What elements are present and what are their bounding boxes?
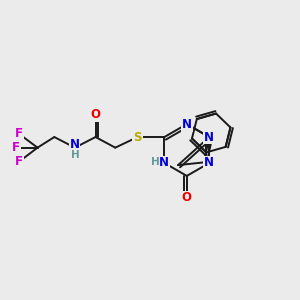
- Text: F: F: [12, 141, 20, 154]
- Text: N: N: [204, 130, 214, 143]
- Text: H: H: [70, 150, 79, 160]
- Text: N: N: [204, 157, 214, 169]
- Text: O: O: [182, 191, 192, 205]
- Text: H: H: [151, 157, 159, 167]
- Text: F: F: [15, 155, 23, 168]
- Text: S: S: [134, 130, 142, 143]
- Text: F: F: [15, 127, 23, 140]
- Text: N: N: [159, 157, 170, 169]
- Text: O: O: [91, 108, 100, 121]
- Text: N: N: [182, 118, 192, 130]
- Text: N: N: [70, 138, 80, 151]
